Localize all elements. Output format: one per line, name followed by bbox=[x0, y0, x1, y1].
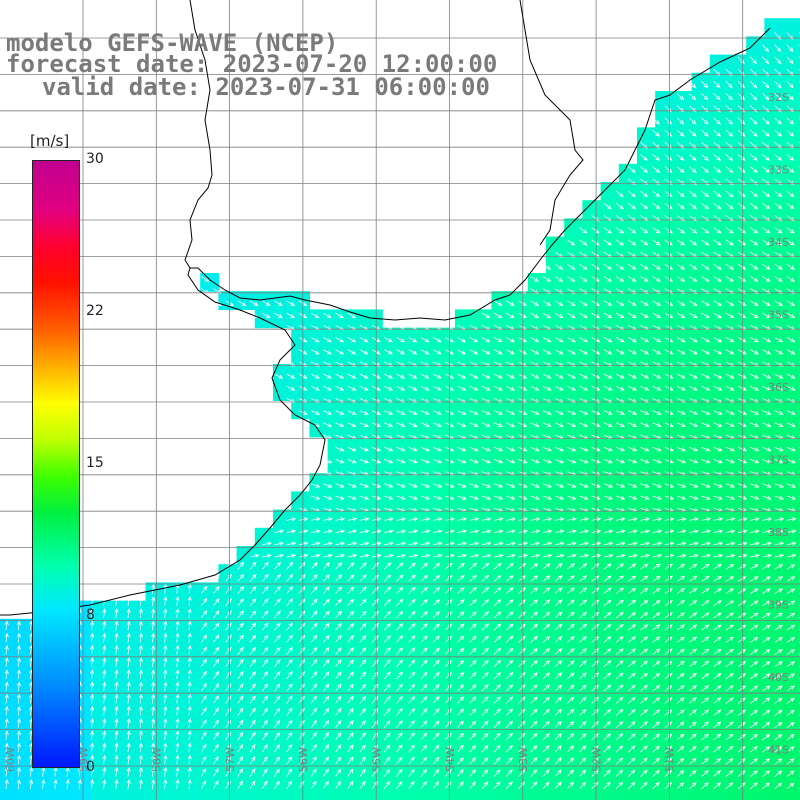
lon-label: 56W bbox=[297, 747, 310, 772]
lat-label: 34S bbox=[768, 236, 789, 249]
lon-label: 53W bbox=[517, 747, 530, 772]
title-model: modelo GEFS-WAVE (NCEP) bbox=[6, 29, 339, 57]
lat-label: 38S bbox=[768, 526, 789, 539]
latitude-labels: 32S 33S 34S 35S 36S 37S 38S 39S 40S 41S bbox=[768, 91, 789, 757]
lon-label: 59W bbox=[77, 747, 90, 772]
lat-label: 40S bbox=[768, 671, 789, 684]
coastline bbox=[0, 0, 771, 616]
longitude-labels: 60W 59W 58W 57W 56W 55W 54W 53W 52W 51W bbox=[4, 747, 677, 772]
lat-label: 41S bbox=[768, 744, 789, 757]
colorbar-tick-30: 30 bbox=[86, 151, 104, 167]
lon-label: 57W bbox=[224, 747, 237, 772]
colorbar-tick-0: 0 bbox=[86, 759, 95, 775]
lat-label: 35S bbox=[768, 309, 789, 322]
title-valid-date: valid date: 2023-07-31 06:00:00 bbox=[42, 73, 490, 101]
lat-label: 39S bbox=[768, 599, 789, 612]
wind-speed-field bbox=[0, 18, 800, 800]
lat-label: 32S bbox=[768, 91, 789, 104]
lon-label: 54W bbox=[444, 747, 457, 772]
lon-label: 52W bbox=[590, 747, 603, 772]
colorbar bbox=[32, 160, 80, 768]
colorbar-tick-15: 15 bbox=[86, 455, 104, 471]
lat-label: 33S bbox=[768, 164, 789, 177]
colorbar-tick-8: 8 bbox=[86, 607, 95, 623]
colorbar-tick-22: 22 bbox=[86, 303, 104, 319]
lon-label: 55W bbox=[371, 747, 384, 772]
lat-label: 36S bbox=[768, 381, 789, 394]
lat-label: 37S bbox=[768, 454, 789, 467]
lon-label: 60W bbox=[4, 747, 17, 772]
lon-label: 51W bbox=[664, 747, 677, 772]
wind-arrows bbox=[4, 32, 800, 790]
lon-label: 58W bbox=[151, 747, 164, 772]
colorbar-unit: [m/s] bbox=[30, 132, 70, 150]
title-forecast-date: forecast date: 2023-07-20 12:00:00 bbox=[6, 50, 498, 78]
